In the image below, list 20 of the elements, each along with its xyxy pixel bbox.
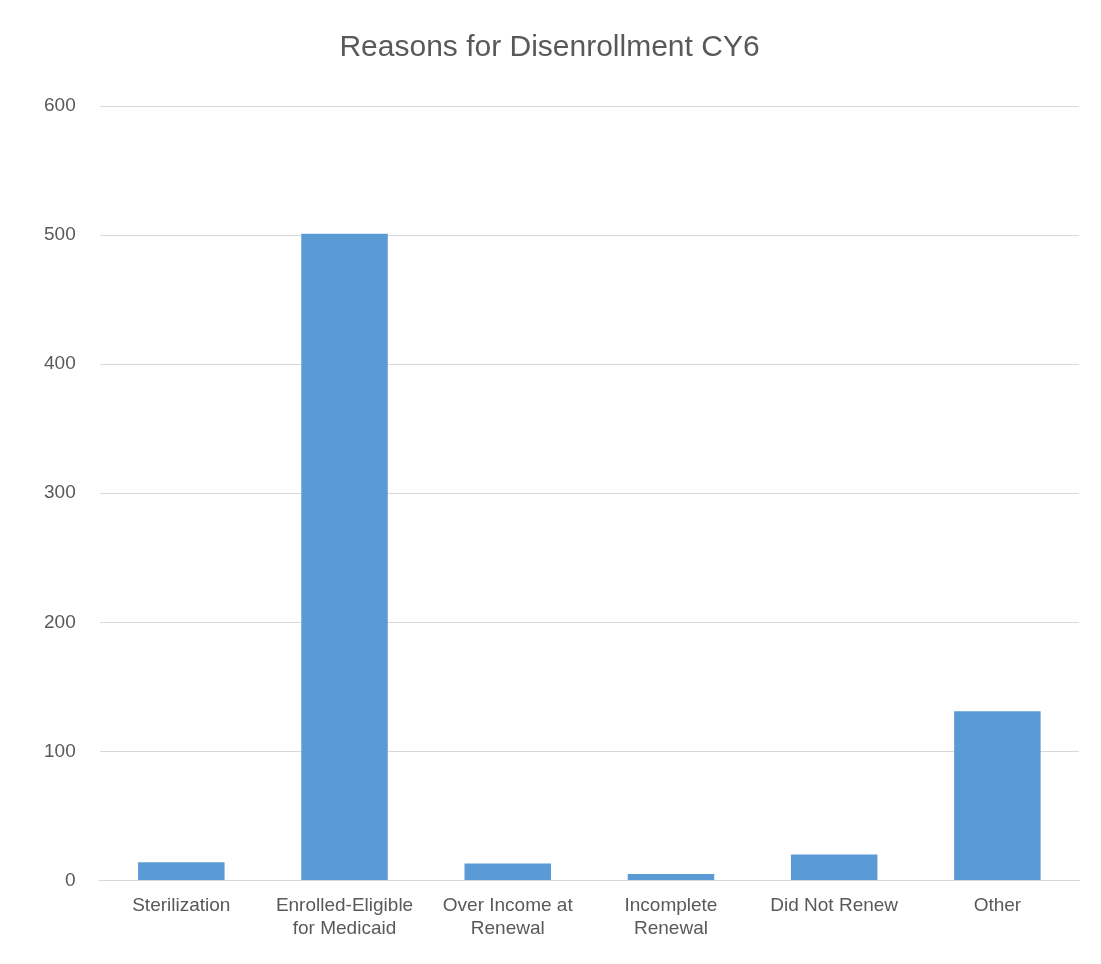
bar xyxy=(464,863,551,880)
bar xyxy=(138,862,225,880)
y-tick-label: 200 xyxy=(44,610,76,632)
y-tick-label: 300 xyxy=(44,481,76,503)
bar xyxy=(627,873,715,880)
y-tick-label: 0 xyxy=(65,868,76,890)
x-tick-label: Enrolled-Eligible for Medicaid xyxy=(275,894,414,938)
chart-title: Reasons for Disenrollment CY6 xyxy=(339,29,760,63)
x-tick-label: Did Not Renew xyxy=(770,894,899,916)
bar xyxy=(790,854,878,880)
bar xyxy=(954,711,1041,880)
y-tick-label: 100 xyxy=(44,739,76,761)
x-tick-label: Sterilization xyxy=(132,894,231,916)
y-tick-label: 600 xyxy=(44,94,76,116)
x-tick-label: Other xyxy=(973,894,1022,916)
x-tick-label: Incomplete Renewal xyxy=(624,894,718,938)
y-tick-label: 400 xyxy=(44,352,76,374)
bar xyxy=(301,233,388,880)
x-tick-label: Over Income at Renewal xyxy=(442,894,574,938)
y-tick-label: 500 xyxy=(44,223,76,245)
